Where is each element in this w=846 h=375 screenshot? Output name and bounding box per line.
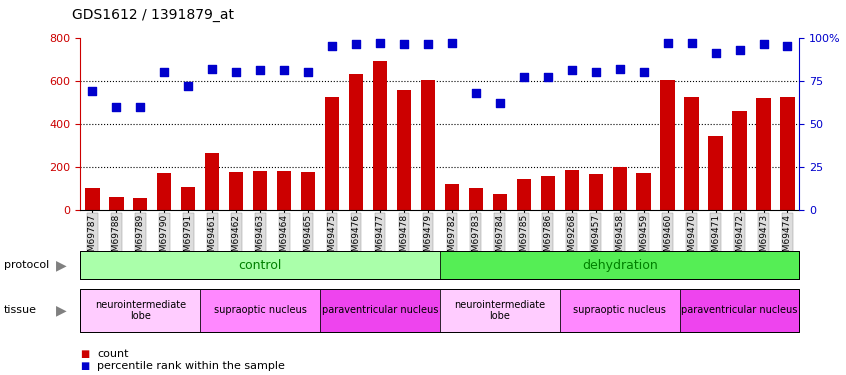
Bar (373, 61, 387, 210)
Bar (756, 98, 771, 210)
Text: neurointermediate
lobe: neurointermediate lobe (95, 300, 186, 321)
Point (684, 40, 698, 46)
Bar (733, 111, 747, 210)
Bar (684, 97, 699, 210)
Bar (253, 171, 267, 210)
Text: ■: ■ (80, 350, 90, 359)
Point (733, 46, 746, 53)
Text: paraventricular nucleus: paraventricular nucleus (681, 305, 798, 315)
Point (134, 104, 147, 110)
Point (565, 67, 579, 73)
Bar (420, 80, 435, 210)
Text: percentile rank within the sample: percentile rank within the sample (97, 361, 285, 370)
Bar (397, 90, 411, 210)
Point (181, 83, 195, 89)
Bar (349, 74, 363, 210)
Point (781, 43, 794, 49)
Bar (492, 194, 507, 210)
Text: count: count (97, 350, 129, 359)
Text: supraoptic nucleus: supraoptic nucleus (214, 305, 306, 315)
Point (109, 104, 124, 110)
Text: tissue: tissue (4, 305, 37, 315)
Point (541, 74, 554, 80)
Text: ■: ■ (80, 361, 90, 370)
Text: supraoptic nucleus: supraoptic nucleus (574, 305, 666, 315)
Text: protocol: protocol (4, 260, 49, 270)
Text: ▶: ▶ (57, 303, 67, 317)
Bar (205, 153, 219, 210)
Point (301, 69, 315, 75)
Point (756, 41, 770, 47)
Point (469, 90, 482, 96)
Bar (613, 167, 627, 210)
Text: paraventricular nucleus: paraventricular nucleus (321, 305, 438, 315)
Bar (469, 188, 483, 210)
Bar (541, 176, 555, 210)
Text: control: control (239, 259, 282, 272)
Bar (517, 179, 531, 210)
Bar (325, 97, 339, 210)
Point (349, 41, 363, 47)
Point (613, 66, 626, 72)
Bar (780, 97, 794, 210)
Point (589, 69, 602, 75)
Bar (85, 188, 100, 210)
Point (253, 67, 266, 73)
Point (661, 40, 674, 46)
Bar (564, 170, 579, 210)
Text: ▶: ▶ (57, 258, 67, 272)
Point (229, 69, 243, 75)
Point (206, 66, 219, 72)
Point (325, 43, 338, 49)
Bar (229, 172, 244, 210)
Bar (277, 171, 291, 210)
Bar (181, 188, 195, 210)
Point (637, 69, 651, 75)
Point (493, 100, 507, 106)
Bar (708, 136, 722, 210)
Point (373, 40, 387, 46)
Text: dehydration: dehydration (582, 259, 657, 272)
Point (517, 74, 530, 80)
Point (445, 40, 459, 46)
Bar (133, 198, 147, 210)
Bar (157, 173, 172, 210)
Point (421, 41, 435, 47)
Point (709, 50, 722, 56)
Bar (301, 172, 316, 210)
Bar (661, 80, 675, 210)
Bar (109, 197, 124, 210)
Bar (589, 174, 603, 210)
Bar (636, 173, 651, 210)
Text: GDS1612 / 1391879_at: GDS1612 / 1391879_at (72, 9, 233, 22)
Point (85, 88, 99, 94)
Text: neurointermediate
lobe: neurointermediate lobe (454, 300, 546, 321)
Point (277, 67, 291, 73)
Point (157, 69, 171, 75)
Bar (445, 184, 459, 210)
Point (397, 41, 410, 47)
